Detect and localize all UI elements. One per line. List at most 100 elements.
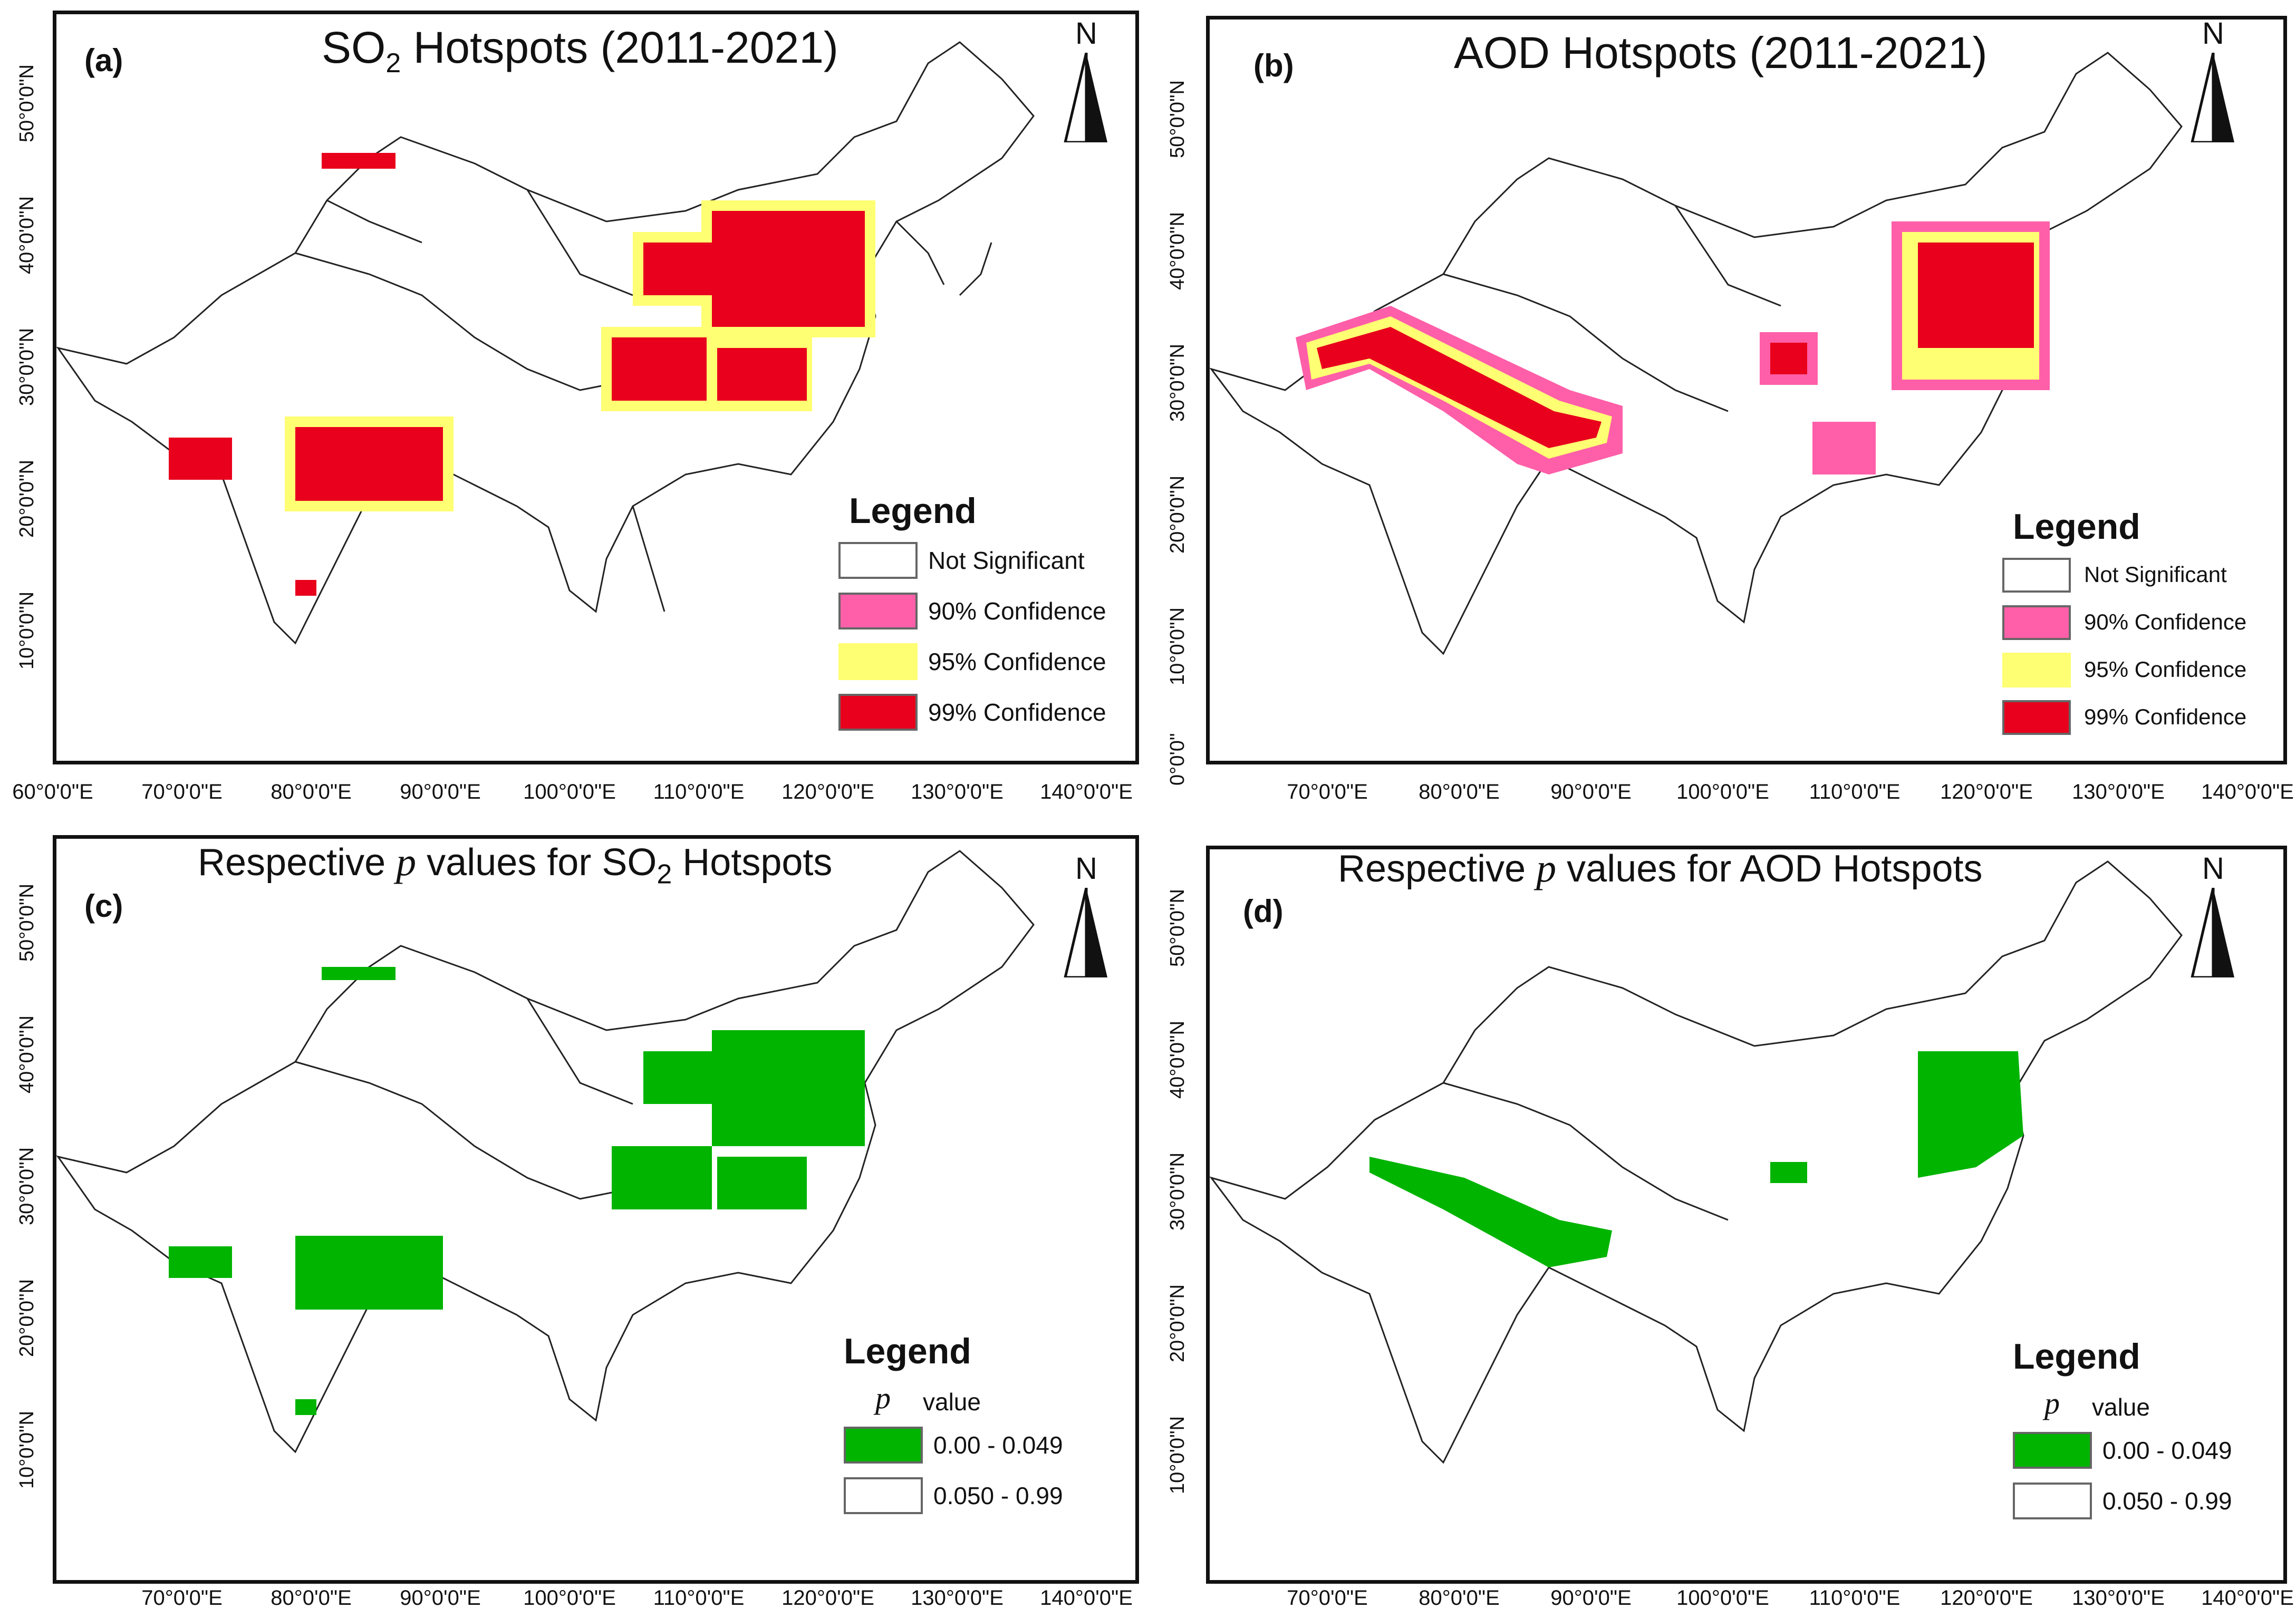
legend-label: 90% Confidence (928, 597, 1106, 625)
y-tick: 20°0'0"N (16, 1279, 38, 1357)
x-tick: 110°0'0"E (653, 1586, 745, 1610)
legend-subtitle: p value (844, 1381, 981, 1427)
legend-swatch (2002, 558, 2071, 593)
panel-label-d: (d) (1243, 894, 1284, 929)
legend-title: Legend (844, 1331, 971, 1371)
legend-row: 90% Confidence (2002, 605, 2246, 653)
y-tick: 10°0'0"N (1166, 1416, 1189, 1494)
north-arrow-icon (2191, 888, 2234, 977)
legend-label: 99% Confidence (2084, 704, 2247, 729)
x-tick: 130°0'0"E (911, 1586, 1004, 1610)
x-tick: 110°0'0"E (653, 780, 745, 803)
legend-swatch (838, 542, 918, 579)
legend-label: 0.050 - 0.99 (933, 1482, 1063, 1509)
legend-label: 90% Confidence (2084, 609, 2247, 634)
legend-a: Legend Not Significant 90% Confidence 95… (838, 490, 1106, 744)
y-tick: 10°0'0"N (16, 1411, 38, 1489)
x-tick: 140°0'0"E (2201, 780, 2294, 803)
legend-title: Legend (2013, 1336, 2140, 1377)
y-tick: 50°0'0"N (16, 884, 38, 962)
legend-d: Legend p value 0.00 - 0.049 0.050 - 0.99 (2013, 1336, 2232, 1533)
x-tick: 90°0'0"E (1550, 780, 1632, 803)
legend-swatch (838, 694, 918, 731)
x-tick: 120°0'0"E (782, 780, 874, 803)
x-tick: 140°0'0"E (1040, 780, 1133, 803)
map-frame-c (53, 835, 1139, 1584)
legend-swatch (838, 593, 918, 629)
legend-b: Legend Not Significant 90% Confidence 95… (2002, 506, 2246, 748)
legend-swatch (2002, 605, 2071, 640)
panel-label-c: (c) (84, 888, 123, 924)
y-tick: 30°0'0"N (16, 328, 38, 406)
north-label: N (1075, 16, 1097, 51)
x-tick: 90°0'0"E (400, 780, 481, 803)
x-tick: 80°0'0"E (271, 780, 352, 803)
y-tick: 50°0'0"N (1166, 80, 1189, 158)
y-tick: 10°0'0"N (1166, 607, 1189, 685)
legend-row: 99% Confidence (838, 694, 1106, 744)
x-tick: 70°0'0"E (141, 1586, 223, 1610)
x-tick: 130°0'0"E (911, 780, 1004, 803)
legend-title: Legend (2013, 507, 2140, 547)
y-tick: 40°0'0"N (1166, 212, 1189, 290)
title-a-sub: 2 (385, 47, 401, 79)
legend-p: p (875, 1381, 891, 1415)
title-c-rest: Hotspots (672, 841, 833, 884)
legend-row: 0.00 - 0.049 (2013, 1432, 2232, 1483)
legend-swatch (2013, 1432, 2092, 1469)
y-tick: 40°0'0"N (16, 1015, 38, 1093)
legend-value: value (2092, 1393, 2150, 1421)
legend-row: 0.00 - 0.049 (844, 1427, 1063, 1477)
x-tick: 100°0'0"E (523, 1586, 616, 1610)
title-c: Respective p values for SO2 Hotspots (198, 839, 832, 890)
legend-value: value (923, 1388, 981, 1416)
x-ticks-c: 70°0'0"E 80°0'0"E 90°0'0"E 100°0'0"E 110… (0, 1586, 1148, 1613)
title-d-rest: values for AOD Hotspots (1556, 848, 1983, 890)
y-tick: 10°0'0"N (16, 592, 38, 670)
map-c (56, 850, 1035, 1454)
legend-label: Not Significant (928, 547, 1085, 574)
legend-swatch (2002, 700, 2071, 735)
legend-label: 0.00 - 0.049 (933, 1431, 1063, 1459)
x-tick: 110°0'0"E (1809, 780, 1901, 803)
y-tick: 20°0'0"N (1166, 1284, 1189, 1362)
north-arrow-a: N (1055, 16, 1118, 142)
x-tick: 120°0'0"E (1940, 1586, 2033, 1610)
map-a (56, 41, 1035, 645)
north-arrow-b: N (2182, 16, 2245, 142)
north-label: N (2202, 851, 2224, 886)
title-c-mid: values for SO (416, 841, 657, 884)
y-tick: 50°0'0"N (1166, 889, 1189, 967)
y-tick: 40°0'0"N (1166, 1021, 1189, 1099)
title-d-p: p (1536, 846, 1557, 890)
legend-label: 99% Confidence (928, 699, 1106, 726)
title-d: Respective p values for AOD Hotspots (1338, 846, 1983, 892)
pvalue-areas-c (169, 967, 865, 1415)
x-tick: 80°0'0"E (1419, 780, 1500, 803)
legend-swatch (838, 643, 918, 680)
legend-row: 99% Confidence (2002, 700, 2246, 748)
y-tick: 20°0'0"N (16, 460, 38, 538)
y-tick: 0°0'0" (1166, 733, 1189, 786)
legend-swatch (844, 1477, 923, 1514)
so2-hotspots-a (169, 153, 875, 596)
x-ticks-a: 60°0'0"E 70°0'0"E 80°0'0"E 90°0'0"E 100°… (0, 780, 1148, 807)
x-tick: 70°0'0"E (1287, 780, 1368, 803)
title-a-rest: Hotspots (2011-2021) (401, 23, 838, 72)
legend-row: 95% Confidence (2002, 653, 2246, 700)
y-tick: 30°0'0"N (1166, 344, 1189, 422)
title-a: SO2 Hotspots (2011-2021) (322, 22, 838, 79)
legend-swatch (844, 1427, 923, 1464)
x-tick: 140°0'0"E (2201, 1586, 2294, 1610)
north-arrow-c: N (1055, 851, 1118, 977)
legend-row: 0.050 - 0.99 (844, 1477, 1063, 1528)
legend-label: Not Significant (2084, 562, 2227, 587)
x-tick: 80°0'0"E (271, 1586, 352, 1610)
x-ticks-d: 70°0'0"E 80°0'0"E 90°0'0"E 100°0'0"E 110… (1148, 1586, 2296, 1613)
x-tick: 90°0'0"E (400, 1586, 481, 1610)
title-c-p: p (396, 840, 417, 884)
x-tick: 130°0'0"E (2072, 780, 2165, 803)
legend-swatch (2002, 653, 2071, 687)
legend-label: 95% Confidence (2084, 657, 2247, 682)
x-tick: 120°0'0"E (1940, 780, 2033, 803)
